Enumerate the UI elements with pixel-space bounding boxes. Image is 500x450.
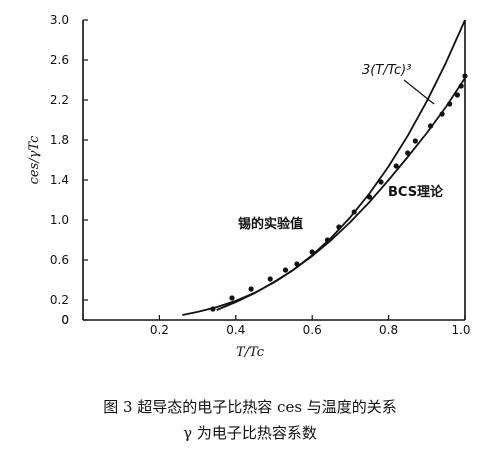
experiment-point [393,163,399,169]
x-tick-label: 0.2 [150,323,169,337]
x-tick-label: 0 [61,313,69,327]
cubic-leader-line [403,79,435,105]
series-lines-group [182,19,466,316]
experiment-point [447,101,453,107]
y-tick-label: 2.2 [50,93,69,107]
experiment-point [428,123,434,129]
experiment-point [229,295,235,301]
y-axis-title: ces/γTc [27,135,42,184]
x-tick-label: 1.0 [451,323,470,337]
y-tick-label: 1.8 [50,133,69,147]
experiment-point [412,138,418,144]
x-tick-label: 0.6 [303,323,322,337]
y-tick-label: 0.2 [50,293,69,307]
experiment-point [462,73,468,79]
experiment-point [309,249,315,255]
caption-line-1: 图 3 超导态的电子比热容 ces 与温度的关系 [103,398,397,416]
experiment-point [294,261,300,267]
bcs-curve-line [216,77,466,311]
experiment-point [248,286,254,292]
bcs-annotation: BCS理论 [388,184,444,200]
y-tick-label: 2.6 [50,53,69,67]
experiment-point [210,306,216,312]
experiment-point [351,209,357,215]
series-points-group [210,73,468,312]
experiment-point [378,179,384,185]
experiment-point [458,83,464,89]
cubic-curve-line [182,19,466,316]
y-tick-label: 0 [61,313,69,327]
cubic-annotation: 3(T/Tc)³ [362,63,411,78]
experiment-point [366,194,373,200]
cubic-annotation-text: 3(T/Tc)³ [362,63,411,78]
experiment-point [336,224,342,230]
y-tick-label: 3.0 [50,13,69,27]
experiment-point [282,267,289,273]
x-tick-label: 0.8 [379,323,398,337]
experiment-point [405,150,411,156]
experiment-point [454,92,460,98]
experiment-point [439,111,445,117]
ticks-group: 00.20.61.01.41.82.22.63.000.2 0.4 0.6 0.8 1.… [50,13,471,337]
experiment-annotation: 锡的实验值 [238,216,303,232]
y-tick-label: 1.4 [50,173,69,187]
experiment-point [324,237,331,243]
y-tick-label: 0.6 [50,253,69,267]
x-tick-label: 0.4 [226,323,245,337]
y-tick-label: 1.0 [50,213,69,227]
caption-line-2: γ 为电子比热容系数 [183,424,317,442]
experiment-point [267,276,273,282]
x-axis-title: T/Tc [236,345,265,360]
